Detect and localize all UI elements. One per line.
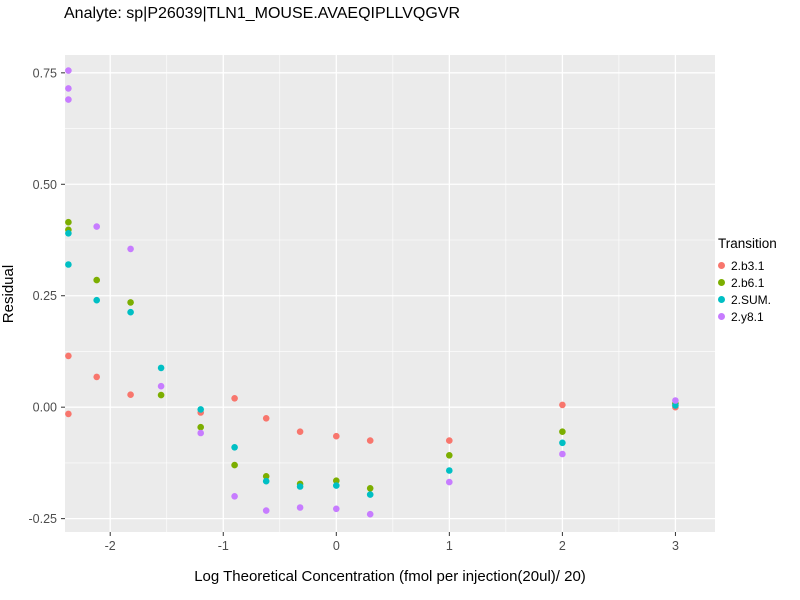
legend-label: 2.y8.1 (731, 309, 764, 324)
data-point-2.b6.1 (333, 477, 340, 485)
data-point-2.SUM. (93, 296, 100, 304)
x-tick-label: 2 (559, 539, 566, 553)
data-point-2.b3.1 (93, 373, 100, 381)
legend-label: 2.b6.1 (731, 275, 765, 290)
legend: Transition 2.b3.1 2.b6.1 2.SUM. 2.y8.1 (718, 236, 777, 325)
data-point-2.b6.1 (157, 391, 165, 399)
data-point-2.b6.1 (197, 423, 204, 431)
data-point-2.b3.1 (446, 437, 453, 444)
legend-entry: 2.y8.1 (718, 308, 777, 325)
data-point-2.y8.1 (197, 429, 204, 437)
data-point-2.y8.1 (65, 67, 72, 74)
data-point-2.b6.1 (559, 428, 566, 436)
data-point-2.b3.1 (262, 415, 270, 422)
data-point-2.SUM. (559, 439, 566, 447)
data-point-2.b3.1 (65, 410, 72, 418)
data-point-2.b6.1 (231, 461, 238, 469)
data-point-2.SUM. (65, 230, 72, 237)
data-point-2.y8.1 (127, 245, 134, 253)
data-point-2.b6.1 (366, 485, 374, 492)
legend-entry: 2.b3.1 (718, 257, 777, 274)
legend-entry: 2.b6.1 (718, 274, 777, 291)
data-point-2.SUM. (127, 308, 134, 316)
data-point-2.b3.1 (333, 432, 340, 440)
data-point-2.SUM. (262, 477, 270, 485)
plot-panel (65, 55, 715, 532)
data-point-2.y8.1 (157, 382, 165, 390)
legend-entries: 2.b3.1 2.b6.1 2.SUM. 2.y8.1 (718, 257, 777, 325)
x-tick-label: -1 (218, 539, 229, 553)
legend-label: 2.b3.1 (731, 258, 765, 273)
data-point-2.b6.1 (446, 452, 453, 459)
data-point-2.y8.1 (333, 505, 340, 513)
legend-point-icon (718, 279, 725, 286)
data-point-2.y8.1 (296, 504, 304, 511)
legend-point-icon (718, 313, 725, 320)
data-point-2.y8.1 (93, 223, 100, 230)
x-axis-title: Log Theoretical Concentration (fmol per … (194, 568, 586, 585)
legend-label: 2.SUM. (731, 292, 772, 307)
data-point-2.SUM. (366, 491, 374, 498)
data-point-2.b6.1 (93, 276, 100, 284)
data-point-2.b3.1 (127, 391, 134, 399)
data-point-2.b3.1 (65, 352, 72, 360)
y-tick-label: 0.00 (33, 401, 57, 415)
x-tick-label: -2 (105, 539, 116, 553)
data-point-2.b3.1 (296, 428, 304, 436)
data-point-2.y8.1 (672, 397, 679, 404)
data-point-2.SUM. (672, 402, 679, 409)
legend-entry: 2.SUM. (718, 291, 777, 308)
x-tick-label: 3 (672, 539, 679, 553)
y-tick-label: -0.25 (29, 512, 58, 526)
data-point-2.b6.1 (127, 299, 134, 306)
data-point-2.SUM. (333, 482, 340, 489)
data-point-2.y8.1 (559, 450, 566, 458)
y-tick-label: 0.25 (33, 289, 57, 303)
data-point-2.b3.1 (366, 437, 374, 444)
x-tick-label: 1 (446, 539, 453, 553)
y-tick-label: 0.50 (33, 178, 57, 192)
data-point-2.SUM. (296, 483, 304, 490)
x-tick-label: 0 (333, 539, 340, 553)
legend-point-icon (718, 296, 725, 303)
data-point-2.b3.1 (231, 395, 238, 402)
data-point-2.SUM. (157, 364, 165, 372)
data-point-2.b6.1 (65, 218, 72, 226)
data-point-2.y8.1 (65, 85, 72, 92)
y-axis-title: Residual (0, 264, 17, 324)
legend-point-icon (718, 262, 725, 269)
legend-title: Transition (718, 236, 777, 251)
data-point-2.b6.1 (262, 473, 270, 480)
data-point-2.y8.1 (366, 510, 374, 518)
chart-title: Analyte: sp|P26039|TLN1_MOUSE.AVAEQIPLLV… (64, 5, 461, 22)
data-point-2.y8.1 (231, 493, 238, 500)
data-point-2.y8.1 (446, 478, 453, 486)
y-tick-label: 0.75 (33, 66, 57, 80)
data-point-2.y8.1 (262, 507, 270, 514)
data-point-2.SUM. (65, 261, 72, 268)
data-point-2.SUM. (197, 406, 204, 413)
data-point-2.SUM. (446, 467, 453, 474)
data-point-2.b3.1 (559, 401, 566, 409)
data-point-2.SUM. (231, 444, 238, 451)
data-point-2.y8.1 (65, 96, 72, 103)
